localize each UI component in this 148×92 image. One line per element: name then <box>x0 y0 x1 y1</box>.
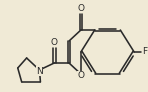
Text: O: O <box>77 4 84 13</box>
Text: O: O <box>51 38 58 47</box>
Text: O: O <box>77 71 84 80</box>
Text: F: F <box>142 47 147 56</box>
Text: N: N <box>36 67 43 76</box>
